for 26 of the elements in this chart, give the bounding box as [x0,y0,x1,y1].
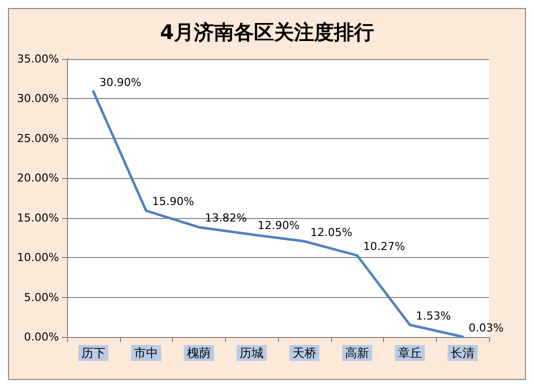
y-tick-label: 10.00% [17,251,59,264]
x-tick-label: 章丘 [398,346,422,360]
x-tick-label: 长清 [450,346,475,360]
y-tick-label: 0.00% [24,330,59,344]
data-label: 12.90% [258,219,300,232]
x-tick-label: 历城 [240,346,264,360]
y-tick-label: 15.00% [17,211,59,224]
x-tick-label: 市中 [134,346,158,360]
data-label: 1.53% [416,309,451,322]
data-label: 30.90% [99,76,142,90]
y-tick-label: 5.00% [24,290,59,304]
x-tick-label: 槐荫 [186,346,211,360]
chart-title: 4月济南各区关注度排行 [160,20,374,44]
x-tick-label: 历下 [81,346,106,360]
x-tick-label: 高新 [345,346,370,360]
data-label: 12.05% [310,226,352,239]
data-label: 0.03% [468,321,504,334]
data-label: 13.82% [204,212,247,225]
y-tick-label: 25.00% [17,132,59,145]
data-label: 15.90% [152,195,194,208]
y-tick-label: 30.00% [17,92,59,106]
y-tick-label: 35.00% [17,52,59,66]
y-tick-label: 20.00% [17,172,59,185]
data-label: 10.27% [363,240,406,253]
line-series [92,90,464,338]
x-tick-label: 天桥 [292,346,316,360]
